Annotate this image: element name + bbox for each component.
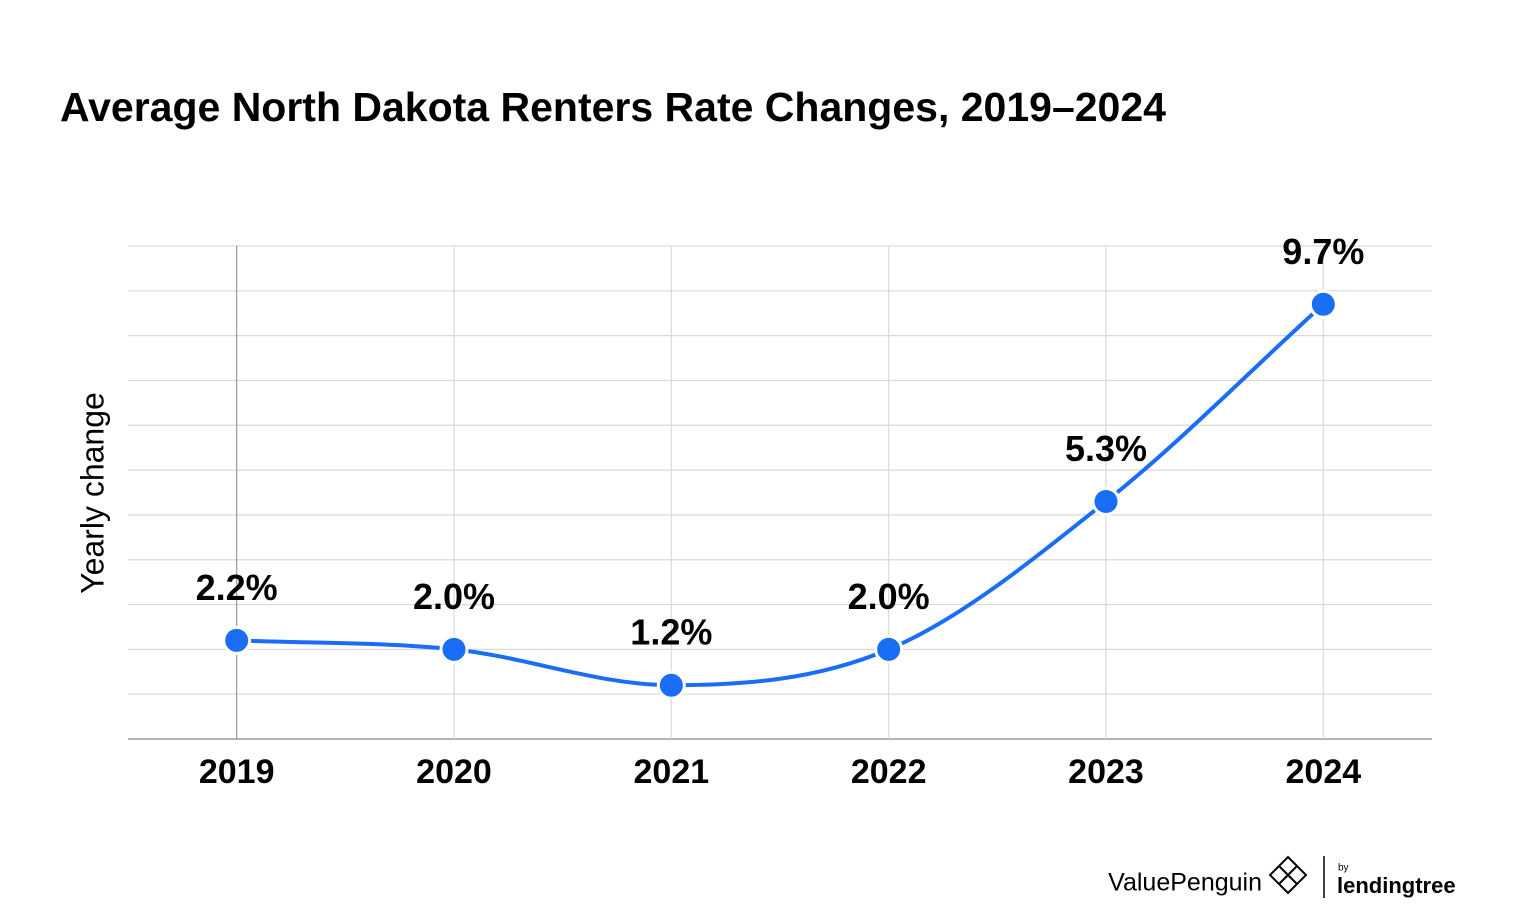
- point: [1308, 289, 1338, 319]
- data-label: 1.2%: [630, 612, 712, 653]
- data-label: 5.3%: [1065, 428, 1147, 469]
- x-tick-label: 2021: [634, 753, 710, 791]
- point: [439, 634, 469, 664]
- footer-partner: lendingtree: [1337, 873, 1456, 898]
- x-tick-label: 2024: [1286, 753, 1362, 791]
- point: [1091, 486, 1121, 516]
- y-axis-label: Yearly change: [74, 392, 110, 594]
- chart-title: Average North Dakota Renters Rate Change…: [60, 84, 1166, 130]
- data-label: 2.2%: [196, 567, 278, 608]
- x-tick-label: 2023: [1068, 753, 1144, 791]
- point: [656, 670, 686, 700]
- line: [236, 302, 1325, 688]
- x-tick-label: 2019: [199, 753, 275, 791]
- point: [874, 634, 904, 664]
- point: [222, 625, 252, 655]
- data-label: 9.7%: [1282, 231, 1364, 272]
- x-tick-label: 2022: [851, 753, 927, 791]
- x-tick-label: 2020: [416, 753, 492, 791]
- brand-logo: [1268, 855, 1308, 895]
- data-label: 2.0%: [848, 576, 930, 617]
- data-label: 2.0%: [413, 576, 495, 617]
- footer-brand: ValuePenguin: [1108, 869, 1262, 897]
- footer-by: by: [1338, 863, 1349, 874]
